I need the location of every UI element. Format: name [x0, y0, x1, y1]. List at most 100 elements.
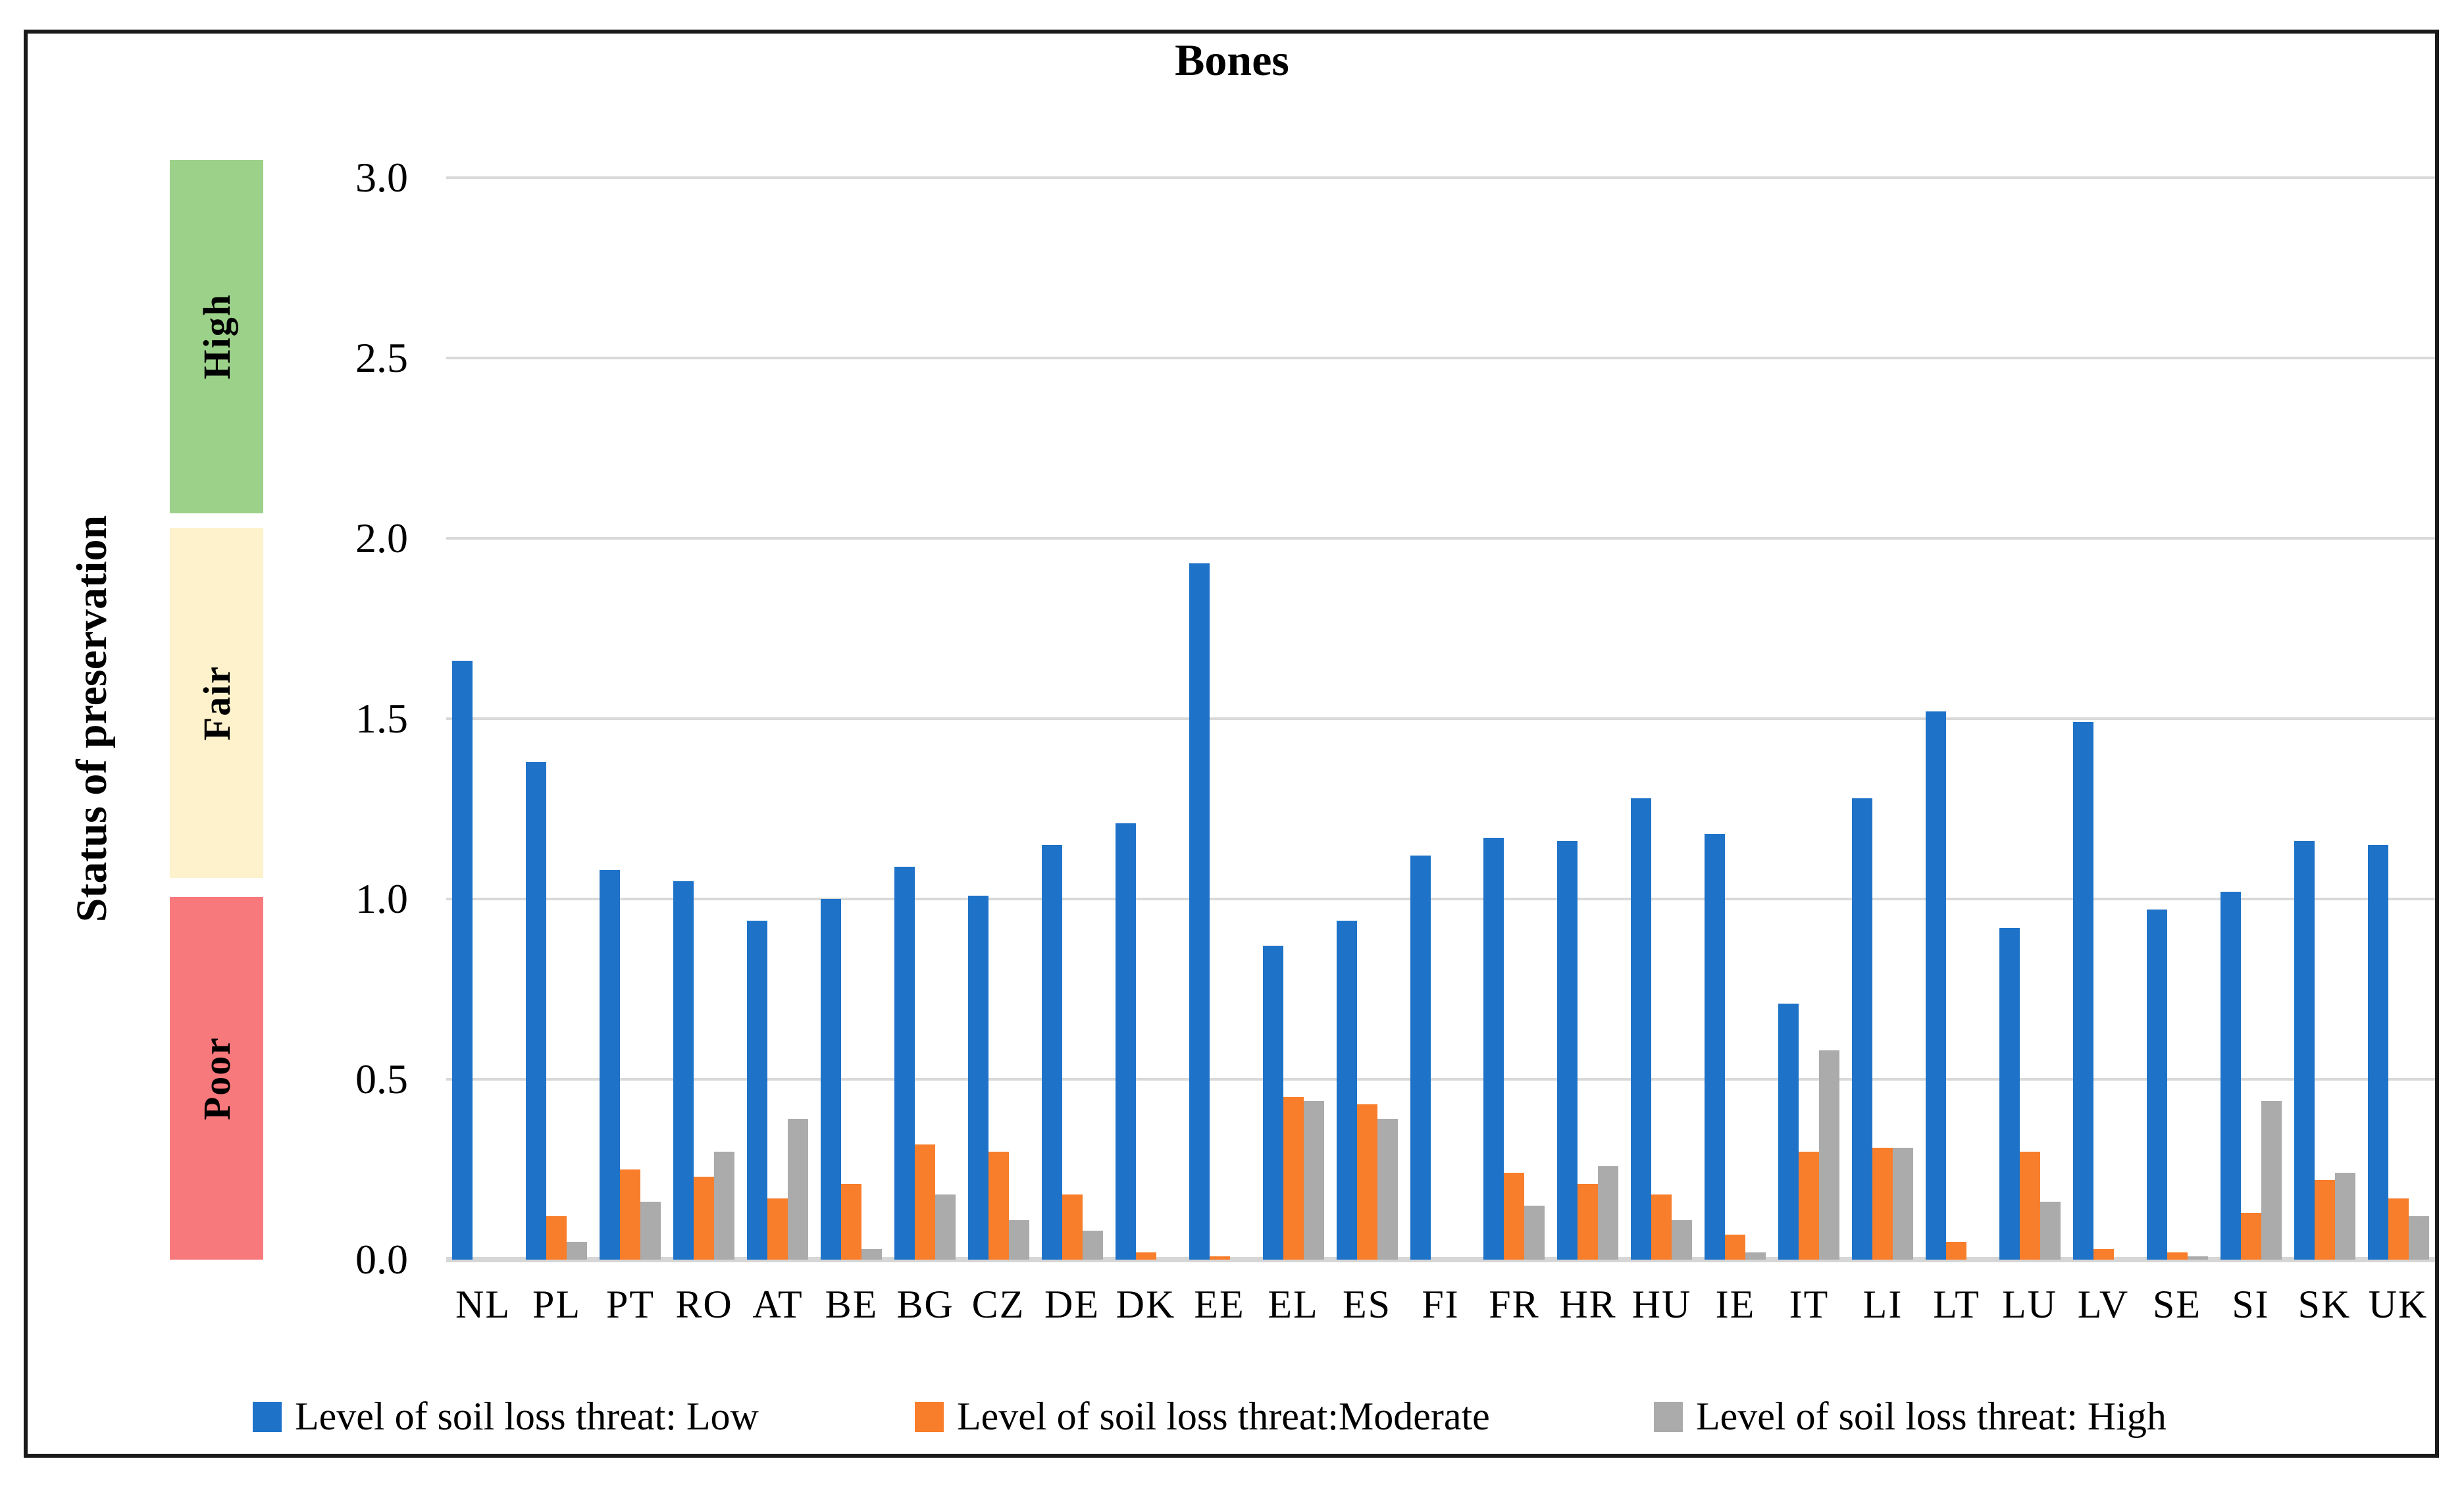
bar-se-moderate: [2167, 1252, 2188, 1260]
bar-be-moderate: [841, 1184, 861, 1260]
gridline: [446, 357, 2435, 359]
y-tick-label: 1.0: [355, 875, 408, 922]
bar-sk-high: [2335, 1173, 2355, 1260]
bar-li-moderate: [1872, 1148, 1893, 1260]
y-tick-label: 2.0: [355, 515, 408, 561]
y-tick-label: 2.5: [355, 334, 408, 381]
bar-bg-low: [894, 867, 915, 1260]
x-label-li: LI: [1862, 1283, 1903, 1326]
x-label-it: IT: [1789, 1283, 1830, 1326]
bar-pt-low: [600, 870, 620, 1260]
x-label-uk: UK: [2368, 1283, 2428, 1326]
bar-fr-high: [1524, 1206, 1545, 1260]
x-label-at: AT: [752, 1283, 804, 1326]
x-label-lu: LU: [2002, 1283, 2057, 1326]
x-label-dk: DK: [1116, 1283, 1176, 1326]
bar-es-high: [1377, 1119, 1398, 1260]
bar-de-low: [1042, 845, 1062, 1260]
bar-hr-high: [1598, 1166, 1618, 1260]
bar-si-high: [2261, 1101, 2282, 1260]
bar-pl-high: [567, 1242, 587, 1260]
bar-el-moderate: [1283, 1097, 1304, 1260]
gridline: [446, 176, 2435, 179]
bar-fr-moderate: [1504, 1173, 1524, 1260]
bar-si-low: [2220, 892, 2241, 1260]
x-label-sk: SK: [2297, 1283, 2351, 1326]
bar-de-high: [1083, 1231, 1103, 1260]
bar-lv-low: [2073, 722, 2093, 1260]
x-label-fr: FR: [1489, 1283, 1540, 1326]
x-label-bg: BG: [896, 1283, 954, 1326]
legend-label-2: Level of soil loss threat: High: [1696, 1395, 2167, 1438]
x-label-ee: EE: [1194, 1283, 1245, 1326]
band-label-high: High: [195, 294, 238, 380]
x-axis-line: [446, 1257, 2435, 1262]
chart-title: Bones: [1175, 35, 1289, 85]
legend-swatch-1: [915, 1401, 944, 1432]
figure-border: [24, 30, 2439, 1458]
bar-be-high: [861, 1249, 882, 1260]
bar-lv-moderate: [2093, 1249, 2114, 1260]
x-label-ro: RO: [675, 1283, 733, 1326]
x-label-se: SE: [2152, 1283, 2202, 1326]
legend-item-1: Level of soil loss threat:Moderate: [915, 1394, 1490, 1439]
bar-sk-moderate: [2315, 1180, 2335, 1260]
bar-lu-low: [1999, 928, 2020, 1260]
bar-si-moderate: [2241, 1213, 2261, 1260]
bar-hu-moderate: [1651, 1194, 1672, 1260]
bar-dk-moderate: [1136, 1252, 1156, 1260]
band-high: High: [170, 160, 263, 513]
bar-cz-high: [1009, 1220, 1029, 1260]
bar-hr-moderate: [1578, 1184, 1598, 1260]
bar-bg-high: [935, 1194, 956, 1260]
band-poor: Poor: [170, 897, 263, 1260]
bar-el-low: [1263, 946, 1283, 1260]
bar-pl-low: [526, 762, 546, 1260]
legend-label-0: Level of soil loss threat: Low: [295, 1395, 759, 1438]
bar-at-high: [788, 1119, 808, 1260]
bar-sk-low: [2294, 841, 2315, 1260]
x-label-nl: NL: [455, 1283, 511, 1326]
x-label-hr: HR: [1559, 1283, 1617, 1326]
bar-bg-moderate: [915, 1144, 935, 1260]
bar-se-high: [2188, 1256, 2208, 1260]
bar-pt-high: [640, 1202, 661, 1260]
bar-hr-low: [1557, 841, 1578, 1260]
x-label-pl: PL: [532, 1283, 582, 1326]
legend-label-1: Level of soil loss threat:Moderate: [957, 1395, 1490, 1438]
y-tick-label: 3.0: [355, 154, 408, 201]
gridline: [446, 1078, 2435, 1081]
bar-uk-high: [2409, 1216, 2429, 1260]
bar-it-moderate: [1799, 1152, 1819, 1260]
bar-ie-low: [1705, 834, 1725, 1260]
bar-fi-low: [1410, 856, 1431, 1260]
x-label-es: ES: [1342, 1283, 1392, 1326]
gridline: [446, 537, 2435, 540]
bar-it-low: [1778, 1004, 1799, 1260]
legend: Level of soil loss threat: Low Level of s…: [0, 1394, 2464, 1453]
x-label-si: SI: [2232, 1283, 2270, 1326]
bar-cz-moderate: [988, 1152, 1009, 1260]
legend-item-0: Level of soil loss threat: Low: [253, 1394, 759, 1439]
bar-lt-low: [1926, 711, 1946, 1260]
y-tick-label: 1.5: [355, 695, 408, 742]
bar-lu-high: [2040, 1202, 2061, 1260]
bar-el-high: [1304, 1101, 1324, 1260]
bar-li-low: [1852, 798, 1872, 1260]
bar-lu-moderate: [2020, 1152, 2040, 1260]
bar-ee-moderate: [1210, 1256, 1230, 1260]
x-label-el: EL: [1268, 1283, 1319, 1326]
plot-area: [446, 176, 2435, 1262]
x-label-hu: HU: [1631, 1283, 1692, 1326]
bar-pt-moderate: [620, 1169, 640, 1260]
bar-be-low: [821, 899, 841, 1260]
bar-at-low: [747, 921, 767, 1260]
bar-li-high: [1893, 1148, 1913, 1260]
x-label-pt: PT: [605, 1283, 655, 1326]
band-label-fair: Fair: [195, 665, 238, 741]
x-label-be: BE: [825, 1283, 879, 1326]
band-label-poor: Poor: [195, 1036, 238, 1121]
bar-es-moderate: [1357, 1104, 1377, 1260]
x-label-fi: FI: [1422, 1283, 1460, 1326]
